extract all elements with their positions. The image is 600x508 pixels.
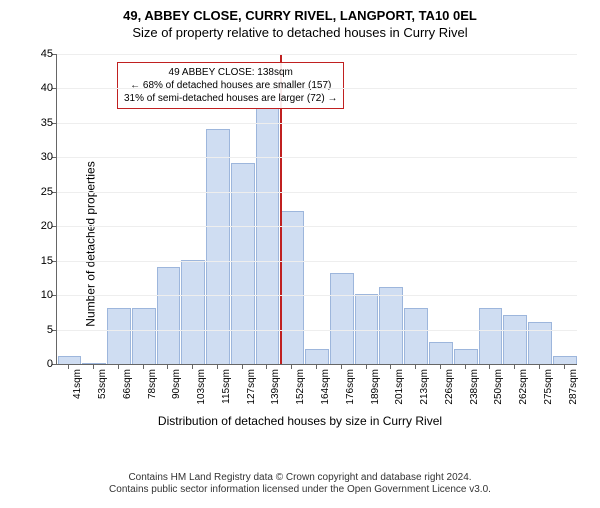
bar <box>305 349 329 364</box>
x-tick-mark <box>316 364 317 369</box>
bar <box>454 349 478 364</box>
y-tick-label: 20 <box>41 220 53 232</box>
x-tick-label: 201sqm <box>394 369 405 405</box>
bar <box>58 356 82 364</box>
x-tick-mark <box>415 364 416 369</box>
bar <box>429 342 453 364</box>
bar <box>256 108 280 364</box>
annotation-line3: 31% of semi-detached houses are larger (… <box>124 92 337 105</box>
licence-text: Contains HM Land Registry data © Crown c… <box>0 472 600 496</box>
y-tick-label: 35 <box>41 117 53 129</box>
x-tick-mark <box>440 364 441 369</box>
plot-area: 49 ABBEY CLOSE: 138sqm ← 68% of detached… <box>56 54 577 365</box>
x-tick-label: 90sqm <box>171 369 182 399</box>
x-tick-mark <box>291 364 292 369</box>
x-tick-mark <box>465 364 466 369</box>
x-tick-mark <box>514 364 515 369</box>
x-tick-label: 213sqm <box>419 369 430 405</box>
grid-line <box>57 88 577 89</box>
chart-area: Number of detached properties 49 ABBEY C… <box>0 44 600 444</box>
bar <box>379 287 403 364</box>
grid-line <box>57 192 577 193</box>
y-tick-label: 25 <box>41 186 53 198</box>
x-tick-mark <box>217 364 218 369</box>
grid-line <box>57 54 577 55</box>
y-tick-label: 5 <box>47 324 53 336</box>
grid-line <box>57 226 577 227</box>
x-tick-label: 226sqm <box>444 369 455 405</box>
x-tick-mark <box>390 364 391 369</box>
grid-line <box>57 295 577 296</box>
x-axis-label: Distribution of detached houses by size … <box>0 414 600 428</box>
bar <box>132 308 156 364</box>
x-tick-label: 262sqm <box>518 369 529 405</box>
bar <box>231 163 255 364</box>
bar <box>330 273 354 364</box>
x-tick-label: 164sqm <box>320 369 331 405</box>
bar <box>404 308 428 364</box>
licence-line2: Contains public sector information licen… <box>0 484 600 496</box>
grid-line <box>57 157 577 158</box>
x-tick-mark <box>68 364 69 369</box>
grid-line <box>57 330 577 331</box>
y-tick-label: 45 <box>41 48 53 60</box>
bar <box>528 322 552 364</box>
x-tick-mark <box>118 364 119 369</box>
x-tick-mark <box>242 364 243 369</box>
x-tick-mark <box>539 364 540 369</box>
bar <box>479 308 503 364</box>
x-tick-label: 287sqm <box>568 369 579 405</box>
bar <box>503 315 527 364</box>
x-tick-label: 189sqm <box>370 369 381 405</box>
x-tick-label: 238sqm <box>469 369 480 405</box>
bar <box>107 308 131 364</box>
x-tick-label: 152sqm <box>295 369 306 405</box>
x-tick-label: 275sqm <box>543 369 554 405</box>
grid-line <box>57 123 577 124</box>
x-tick-label: 127sqm <box>246 369 257 405</box>
x-tick-label: 139sqm <box>270 369 281 405</box>
x-tick-mark <box>167 364 168 369</box>
x-tick-label: 176sqm <box>345 369 356 405</box>
x-tick-mark <box>93 364 94 369</box>
x-tick-mark <box>266 364 267 369</box>
x-tick-label: 53sqm <box>97 369 108 399</box>
annotation-line1: 49 ABBEY CLOSE: 138sqm <box>124 66 337 79</box>
x-tick-label: 250sqm <box>493 369 504 405</box>
x-tick-label: 66sqm <box>122 369 133 399</box>
x-tick-mark <box>564 364 565 369</box>
grid-line <box>57 261 577 262</box>
licence-line1: Contains HM Land Registry data © Crown c… <box>0 472 600 484</box>
x-tick-label: 103sqm <box>196 369 207 405</box>
annotation-box: 49 ABBEY CLOSE: 138sqm ← 68% of detached… <box>117 62 344 109</box>
y-tick-label: 15 <box>41 255 53 267</box>
title-main: 49, ABBEY CLOSE, CURRY RIVEL, LANGPORT, … <box>0 8 600 23</box>
bar <box>157 267 181 364</box>
bar <box>181 260 205 364</box>
y-tick-label: 40 <box>41 82 53 94</box>
x-tick-mark <box>489 364 490 369</box>
x-tick-label: 78sqm <box>147 369 158 399</box>
title-sub: Size of property relative to detached ho… <box>0 25 600 40</box>
x-tick-label: 41sqm <box>72 369 83 399</box>
y-tick-label: 0 <box>47 358 53 370</box>
x-tick-mark <box>143 364 144 369</box>
annotation-line2: ← 68% of detached houses are smaller (15… <box>124 79 337 92</box>
y-tick-label: 30 <box>41 151 53 163</box>
bar <box>553 356 577 364</box>
x-tick-label: 115sqm <box>221 369 232 404</box>
x-tick-mark <box>192 364 193 369</box>
x-tick-mark <box>366 364 367 369</box>
y-tick-label: 10 <box>41 289 53 301</box>
bar <box>280 211 304 364</box>
x-tick-mark <box>341 364 342 369</box>
